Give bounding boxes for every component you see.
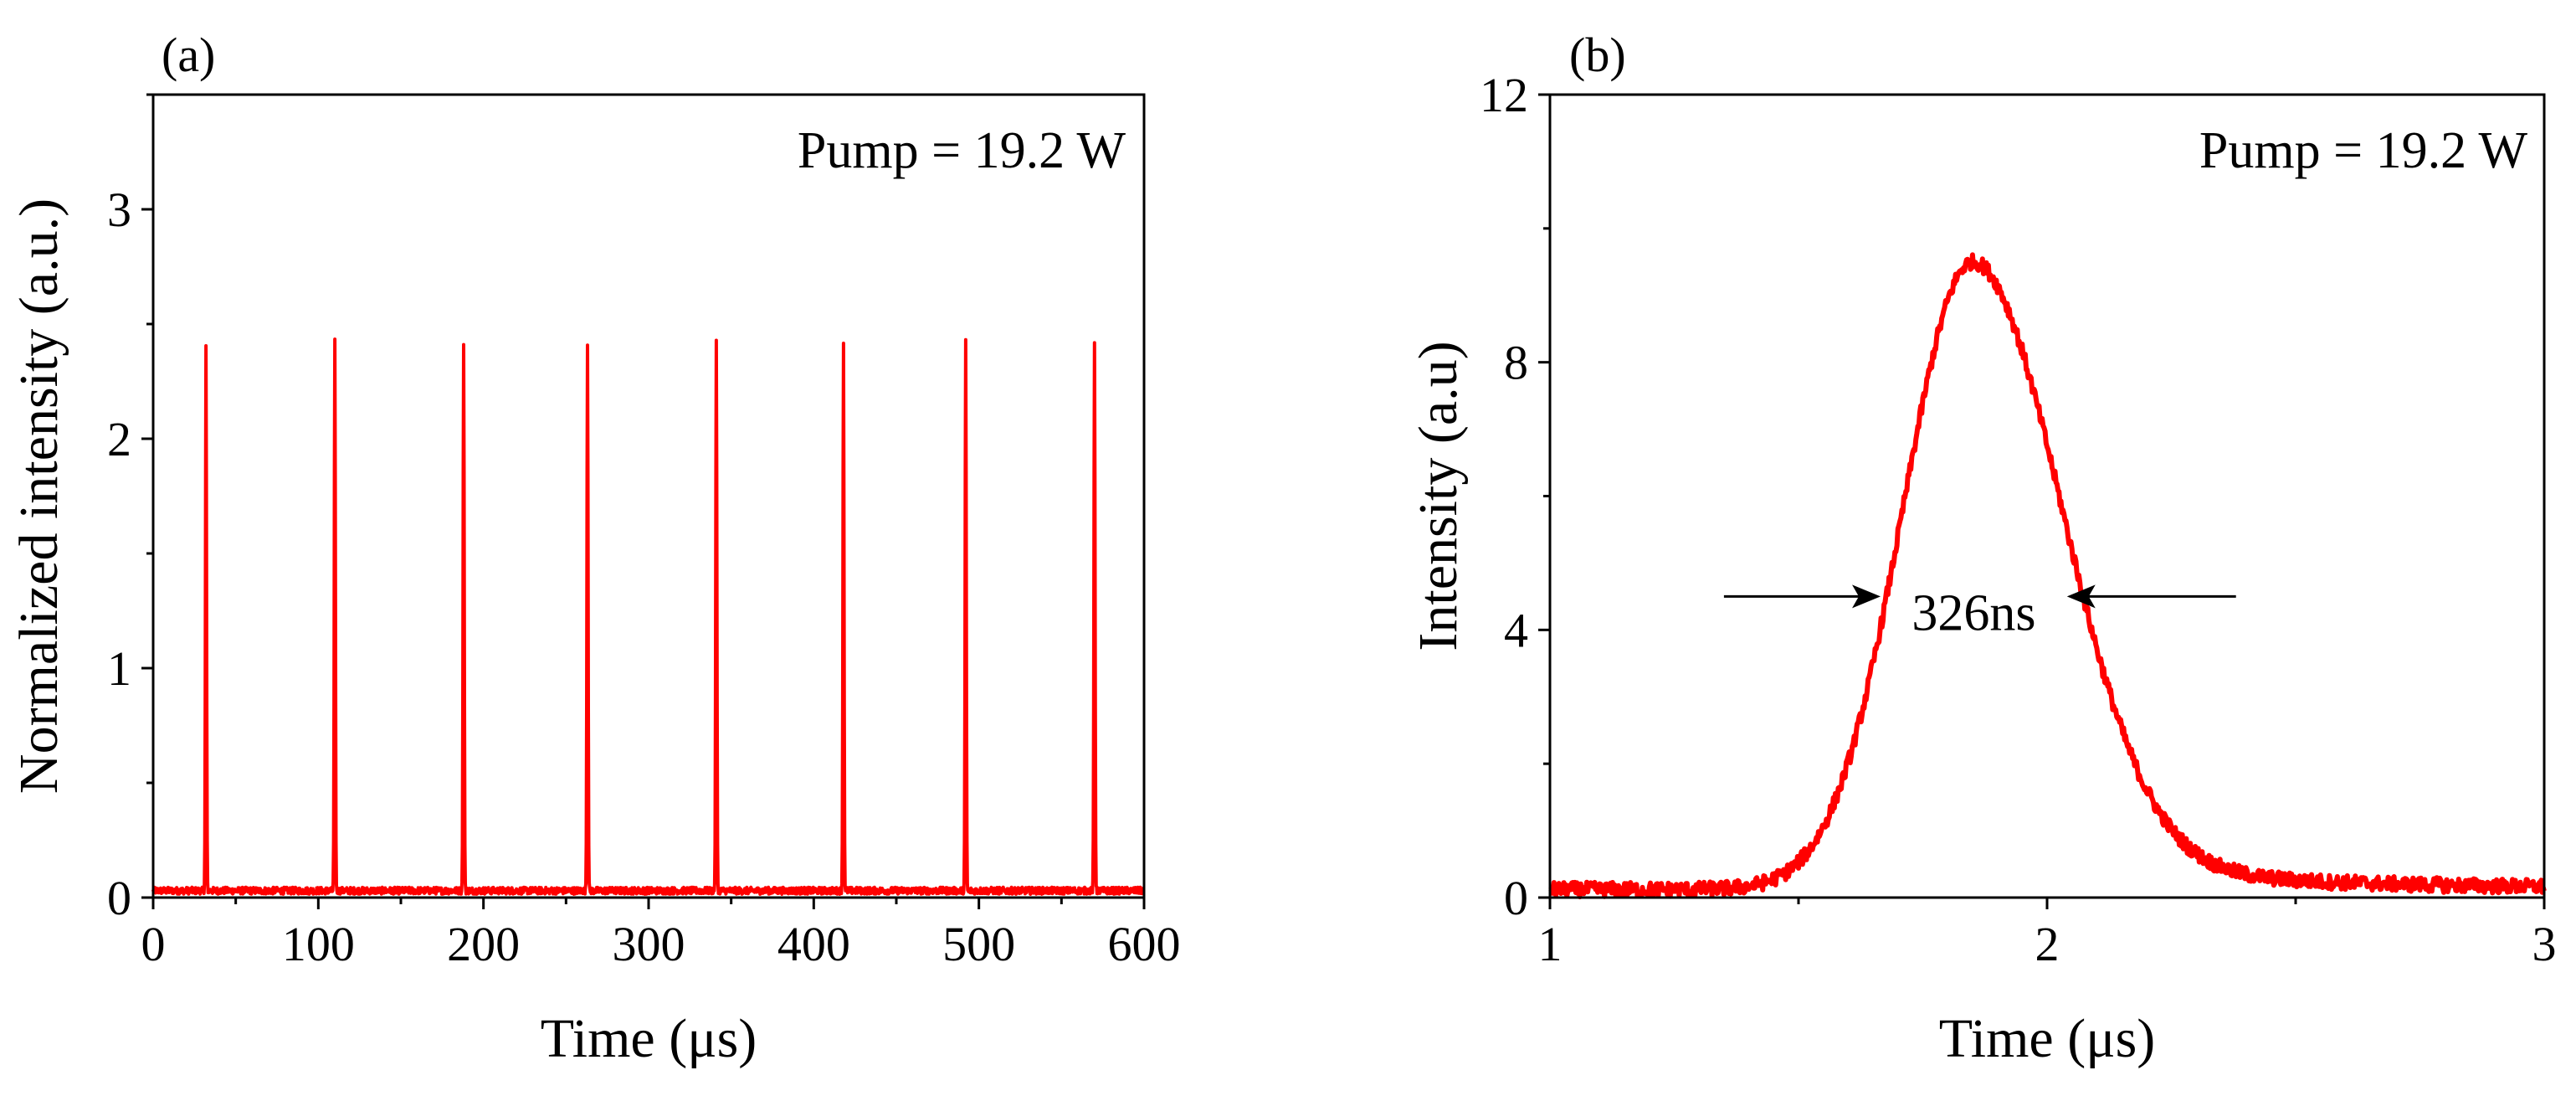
x-tick-label: 600 (1108, 917, 1181, 971)
fwhm-label: 326ns (1911, 584, 2035, 641)
x-tick-label: 200 (447, 917, 520, 971)
y-tick-label: 0 (107, 871, 131, 925)
y-axis-title: Normalized intensity (a.u.) (8, 198, 69, 794)
y-tick-label: 0 (1504, 871, 1528, 925)
x-tick-label: 100 (282, 917, 355, 971)
fwhm-right-arrowhead (2066, 584, 2096, 609)
x-tick-label: 2 (2035, 917, 2060, 971)
panel-a-chart: 0 100 200 300 400 500 600 0 1 2 3 Time (μs) Normaliz… (8, 28, 1181, 1069)
pump-annotation: Pump = 19.2 W (2199, 122, 2528, 179)
data-series-line (151, 337, 1146, 896)
fwhm-left-arrowhead (1852, 584, 1881, 609)
y-tick-label: 3 (107, 183, 131, 237)
y-axis-title: Intensity (a.u) (1408, 341, 1469, 651)
x-tick-label: 0 (141, 917, 166, 971)
plot-frame (151, 93, 1146, 899)
plot-frame (1548, 93, 2546, 899)
x-axis-title: Time (μs) (1939, 1008, 2156, 1069)
pump-annotation: Pump = 19.2 W (798, 122, 1126, 179)
x-axis-title: Time (μs) (541, 1008, 757, 1069)
y-tick-label: 1 (107, 641, 131, 696)
x-tick-label: 500 (942, 917, 1015, 971)
x-tick-label: 3 (2532, 917, 2557, 971)
x-tick-label: 1 (1538, 917, 1563, 971)
panel-label: (a) (162, 28, 215, 82)
data-series-line (1548, 252, 2547, 900)
y-tick-label: 12 (1480, 68, 1528, 122)
y-tick-label: 4 (1504, 603, 1528, 657)
y-tick-label: 2 (107, 412, 131, 466)
panel-label: (b) (1569, 28, 1626, 82)
x-tick-label: 400 (777, 917, 850, 971)
y-tick-label: 8 (1504, 336, 1528, 390)
x-tick-label: 300 (613, 917, 685, 971)
